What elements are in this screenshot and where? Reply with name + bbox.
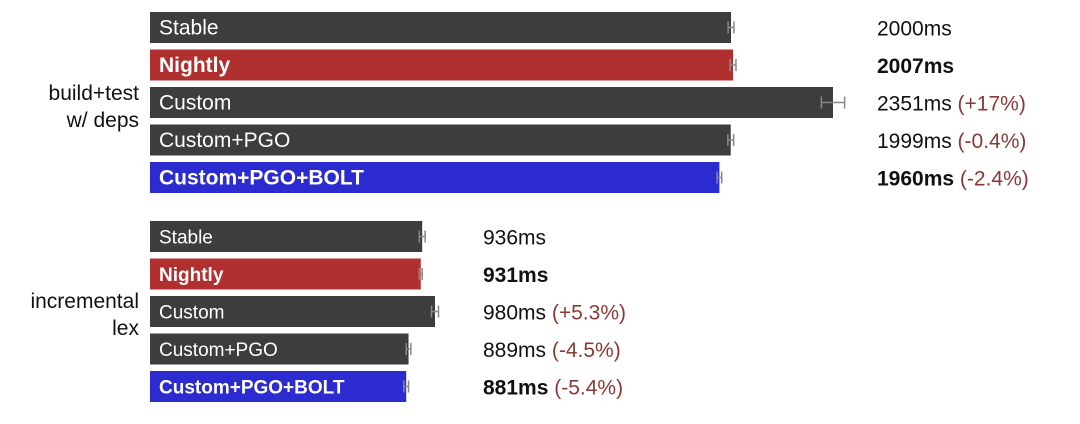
delta-text: (-0.4%) (952, 130, 1027, 153)
value-text: 889ms (483, 339, 546, 362)
value-text: 980ms (483, 302, 546, 325)
bar-name-label: Custom (159, 92, 231, 115)
bar-name-label: Custom (159, 303, 224, 324)
bar (150, 12, 732, 43)
bar (150, 87, 833, 118)
bar-name-label: Custom+PGO+BOLT (159, 167, 364, 190)
bar (150, 371, 407, 402)
value-text: 931ms (483, 264, 548, 287)
value-text: 2007ms (877, 55, 954, 78)
value-label: 980ms (+5.3%) (483, 302, 626, 325)
group-label: w/ deps (66, 109, 139, 132)
value-text: 936ms (483, 227, 546, 250)
value-text: 2351ms (877, 93, 952, 116)
bar (150, 162, 720, 193)
bar-group: build+test w/ deps Stable 2000ms Nightly 2007… (49, 12, 1029, 193)
value-text: 1999ms (877, 130, 952, 153)
bar-name-label: Custom+PGO (159, 129, 290, 152)
bar (150, 49, 734, 81)
bar-name-label: Nightly (159, 265, 224, 286)
value-text: 2000ms (877, 18, 952, 41)
value-label: 2000ms (877, 18, 952, 41)
value-text: 881ms (483, 377, 548, 400)
delta-text: (-2.4%) (954, 168, 1029, 191)
value-label: 931ms (483, 264, 548, 287)
delta-text: (+17%) (952, 93, 1026, 116)
value-label: 2351ms (+17%) (877, 93, 1026, 116)
delta-text: (-5.4%) (548, 377, 623, 400)
value-label: 2007ms (877, 55, 954, 78)
bar (150, 333, 409, 365)
bar-name-label: Stable (159, 228, 213, 249)
bar (150, 221, 423, 252)
group-label: build+test (49, 82, 140, 105)
bar (150, 124, 731, 156)
bar-name-label: Custom+PGO (159, 340, 278, 361)
bar-name-label: Nightly (159, 54, 230, 77)
bar-name-label: Stable (159, 17, 219, 40)
bar (150, 258, 421, 290)
value-label: 889ms (-4.5%) (483, 339, 621, 362)
value-label: 936ms (483, 227, 546, 250)
bar-name-label: Custom+PGO+BOLT (159, 378, 345, 399)
delta-text: (+5.3%) (546, 302, 626, 325)
value-text: 1960ms (877, 168, 954, 191)
bar-group: incremental lex Stable 936ms Nightly 931ms Cus… (30, 221, 626, 402)
value-label: 1999ms (-0.4%) (877, 130, 1026, 153)
delta-text: (-4.5%) (546, 339, 621, 362)
bar (150, 296, 435, 327)
group-label: incremental (30, 290, 139, 313)
group-label: lex (112, 317, 139, 340)
value-label: 1960ms (-2.4%) (877, 168, 1029, 191)
value-label: 881ms (-5.4%) (483, 377, 623, 400)
